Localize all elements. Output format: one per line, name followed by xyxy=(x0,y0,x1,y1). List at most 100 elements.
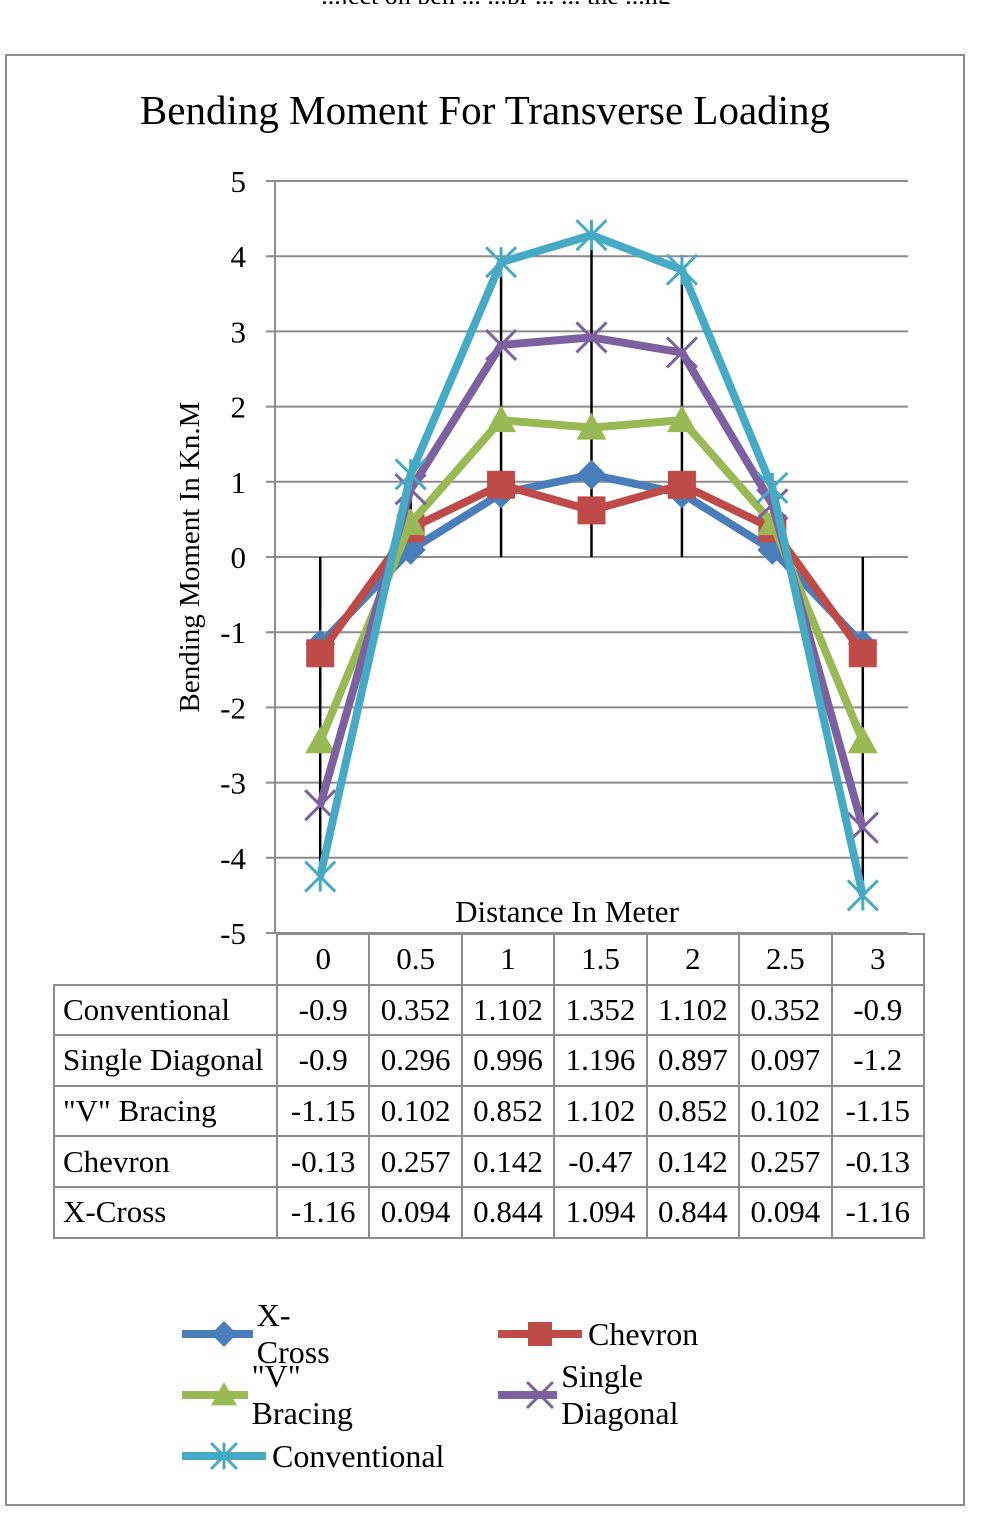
table-column-header: 0.5 xyxy=(368,933,463,986)
table-cell: -0.9 xyxy=(275,1034,371,1087)
table-column-header: 2.5 xyxy=(738,933,833,986)
legend-swatch xyxy=(182,1321,253,1347)
table-cell: 1.094 xyxy=(553,1185,648,1239)
table-cell: 0.844 xyxy=(460,1185,556,1239)
data-point xyxy=(667,470,696,499)
legend-swatch xyxy=(182,1441,266,1471)
legend-label: Single Diagonal xyxy=(561,1358,679,1431)
table-cell: 1.352 xyxy=(553,983,648,1037)
table-cell: 0.352 xyxy=(738,983,833,1037)
table-row: "V" Bracing -1.15 0.102 0.852 1.102 0.852 0.10… xyxy=(53,1084,925,1138)
data-point xyxy=(304,860,337,893)
table-header-row: 0 0.5 1 1.5 2 2.5 3 xyxy=(54,933,925,986)
legend-swatch xyxy=(498,1322,582,1346)
table-cell: 0.102 xyxy=(368,1084,463,1138)
data-point xyxy=(575,219,608,252)
data-point xyxy=(846,879,879,912)
data-table: 0 0.5 1 1.5 2 2.5 3 Conventional -0.9 0.352 1.102… xyxy=(53,933,925,1239)
table-cell: -0.13 xyxy=(830,1135,925,1188)
legend-swatch xyxy=(498,1380,558,1410)
table-cell: 0.097 xyxy=(738,1034,833,1087)
y-tick-label: 3 xyxy=(231,314,247,349)
table-cell: 0.142 xyxy=(460,1135,556,1188)
chart-frame xyxy=(5,54,965,1506)
table-column-header: 1.5 xyxy=(553,933,648,986)
legend-item: Single Diagonal xyxy=(496,1358,705,1431)
table-row: Conventional -0.9 0.352 1.102 1.352 1.102 0.35… xyxy=(53,983,925,1037)
table-row-label: X-Cross xyxy=(53,1185,278,1239)
legend-label: X-Cross xyxy=(256,1297,330,1370)
table-row-label: "V" Bracing xyxy=(53,1084,278,1138)
y-tick-label: 4 xyxy=(231,239,247,274)
series-conventional xyxy=(304,219,879,912)
table-cell: -1.15 xyxy=(275,1084,371,1138)
table-column-header: 2 xyxy=(645,933,741,986)
table-cell: 0.352 xyxy=(368,983,463,1037)
data-point xyxy=(848,639,877,668)
legend-label: "V" Bracing xyxy=(251,1358,353,1431)
data-point xyxy=(756,471,789,504)
y-tick-label: -1 xyxy=(220,615,246,650)
table-cell: 0.296 xyxy=(368,1034,463,1087)
table-cell: 0.996 xyxy=(460,1034,556,1087)
data-point xyxy=(847,726,878,754)
table-cell: -1.15 xyxy=(830,1084,925,1138)
legend-label: Chevron xyxy=(588,1315,699,1352)
table-cell: 0.852 xyxy=(645,1084,741,1138)
y-tick-label: 1 xyxy=(231,465,247,500)
table-cell: 0.852 xyxy=(460,1084,556,1138)
data-point xyxy=(394,458,427,491)
series-lines xyxy=(304,219,879,912)
table-row-label: Single Diagonal xyxy=(53,1034,278,1087)
data-point xyxy=(485,328,518,361)
table-cell: -0.9 xyxy=(830,983,925,1037)
data-point xyxy=(665,336,698,369)
y-tick-label: 0 xyxy=(231,540,247,575)
data-point xyxy=(576,412,607,440)
table-cell: 0.257 xyxy=(738,1135,833,1188)
table-cell: 0.102 xyxy=(738,1084,833,1138)
table-row-label: Chevron xyxy=(53,1135,278,1188)
table-cell: 0.897 xyxy=(645,1034,741,1087)
table-row: Single Diagonal -0.9 0.296 0.996 1.196 0.897 0… xyxy=(53,1034,925,1087)
data-point xyxy=(665,253,698,286)
table-cell: -1.2 xyxy=(830,1034,925,1087)
table-row: Chevron -0.13 0.257 0.142 -0.47 0.142 0.257 -0.… xyxy=(53,1135,925,1188)
table-cell: -1.16 xyxy=(830,1185,925,1239)
y-tick-label: 2 xyxy=(231,390,247,425)
table-cell: -0.47 xyxy=(553,1135,648,1188)
table-cell: -0.9 xyxy=(275,983,371,1037)
y-axis-label: Bending Moment In Kn.M xyxy=(174,402,206,713)
table-cell: -0.13 xyxy=(275,1135,371,1188)
data-point xyxy=(576,459,607,490)
table-cell: 0.257 xyxy=(368,1135,463,1188)
data-point xyxy=(306,639,335,668)
y-tick-label: -3 xyxy=(220,766,246,801)
y-tick-label: -2 xyxy=(220,690,246,725)
table-column-header: 1 xyxy=(460,933,556,986)
legend-label: Conventional xyxy=(272,1437,445,1474)
data-point xyxy=(577,496,606,525)
table-cell: -1.16 xyxy=(275,1185,371,1239)
table-cell: 0.094 xyxy=(738,1185,833,1239)
y-tick-label: 5 xyxy=(231,164,247,199)
chart-title: Bending Moment For Transverse Loading xyxy=(140,87,830,133)
table-cell: 1.102 xyxy=(460,983,556,1037)
legend-item: Conventional xyxy=(180,1436,444,1476)
table-cell: 1.102 xyxy=(645,983,741,1037)
table-cell: 0.142 xyxy=(645,1135,741,1188)
table-row-label: Conventional xyxy=(53,983,278,1037)
data-point xyxy=(666,405,697,433)
table-cell: 0.094 xyxy=(368,1185,463,1239)
legend-item: "V" Bracing xyxy=(180,1358,373,1431)
data-point xyxy=(305,726,336,754)
legend-item: X-Cross xyxy=(180,1297,345,1370)
legend-swatch xyxy=(182,1382,248,1406)
top-fragment: ...ject on pen ... ...pr ... ... the ...… xyxy=(321,0,671,10)
table-row: X-Cross -1.16 0.094 0.844 1.094 0.844 0.094 -1.… xyxy=(53,1185,925,1239)
table-cell: 0.844 xyxy=(645,1185,741,1239)
data-point xyxy=(486,405,517,433)
table-column-header: 3 xyxy=(830,933,925,986)
